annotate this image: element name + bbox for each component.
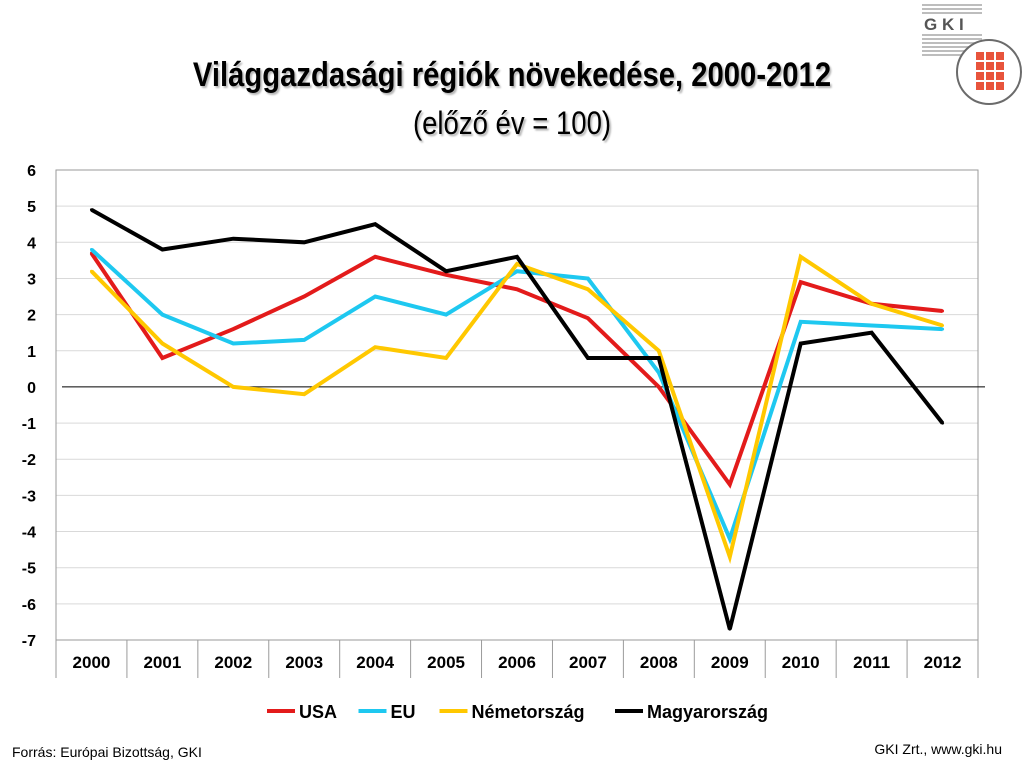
data-point [515, 269, 519, 273]
credit-note: GKI Zrt., www.gki.hu [874, 741, 1002, 757]
data-point [302, 240, 306, 244]
data-point [302, 392, 306, 396]
data-point [160, 313, 164, 317]
x-tick-label: 2011 [853, 653, 890, 672]
data-point [89, 208, 93, 212]
y-tick-label: -4 [22, 525, 36, 542]
data-point [586, 356, 590, 360]
data-point [941, 421, 945, 425]
x-tick-label: 2012 [924, 653, 962, 672]
data-point [444, 269, 448, 273]
data-point [373, 295, 377, 299]
data-point [160, 356, 164, 360]
data-point [373, 255, 377, 259]
data-point [444, 273, 448, 277]
y-tick-label: 3 [27, 271, 36, 288]
x-tick-label: 2001 [143, 653, 181, 672]
data-point [89, 248, 93, 252]
data-point [231, 237, 235, 241]
y-tick-label: 5 [27, 199, 36, 216]
x-tick-label: 2000 [73, 653, 111, 672]
data-point [302, 295, 306, 299]
data-point [657, 356, 661, 360]
data-point [941, 327, 945, 331]
y-tick-label: 0 [27, 380, 36, 397]
data-point [231, 327, 235, 331]
data-point [515, 287, 519, 291]
data-point [515, 262, 519, 266]
x-tick-label: 2004 [356, 653, 394, 672]
y-tick-label: 6 [27, 163, 36, 180]
data-point [870, 331, 874, 335]
data-point [586, 287, 590, 291]
y-tick-label: -6 [22, 597, 36, 614]
data-point [160, 248, 164, 252]
data-point [231, 342, 235, 346]
data-point [799, 320, 803, 324]
data-point [941, 309, 945, 313]
data-point [586, 316, 590, 320]
chart-title: Világgazdasági régiók növekedése, 2000-2… [192, 56, 832, 94]
source-note: Forrás: Európai Bizottság, GKI [12, 744, 202, 760]
data-point [799, 342, 803, 346]
data-point [89, 269, 93, 273]
data-point [728, 627, 732, 631]
data-point [586, 276, 590, 280]
data-point [799, 255, 803, 259]
x-tick-label: 2005 [427, 653, 465, 672]
y-tick-label: -3 [22, 488, 36, 505]
series-lines [89, 208, 945, 631]
data-point [444, 313, 448, 317]
y-tick-label: -1 [22, 416, 36, 433]
data-point [231, 385, 235, 389]
data-point [160, 342, 164, 346]
x-tick-label: 2008 [640, 653, 678, 672]
x-tick-label: 2009 [711, 653, 749, 672]
data-point [373, 222, 377, 226]
data-point [728, 537, 732, 541]
data-point [728, 483, 732, 487]
data-point [302, 338, 306, 342]
data-point [870, 302, 874, 306]
legend-label: EU [391, 702, 416, 722]
legend: USA EU Németország Magyarország [267, 702, 768, 722]
gki-logo: G K I [922, 4, 1022, 105]
y-tick-label: 4 [27, 235, 36, 252]
data-point [515, 255, 519, 259]
plot-area [55, 169, 979, 641]
legend-label: USA [299, 702, 337, 722]
data-point [941, 323, 945, 327]
x-tick-label: 2006 [498, 653, 536, 672]
y-tick-label: 1 [27, 344, 36, 361]
axes: 6 5 4 3 2 1 0 -1 -2 -3 -4 -5 -6 -7 2000 2001 2002 2003 200… [22, 163, 985, 678]
y-tick-label: -7 [22, 633, 36, 650]
x-tick-label: 2002 [214, 653, 252, 672]
y-tick-label: -2 [22, 452, 36, 469]
data-point [444, 356, 448, 360]
chart-subtitle: (előző év = 100) [412, 105, 612, 141]
y-tick-label: 2 [27, 308, 36, 325]
y-tick-label: -5 [22, 561, 36, 578]
logo-text: G K I [924, 15, 964, 34]
data-point [728, 555, 732, 559]
grid-lines [56, 169, 978, 641]
legend-label: Németország [472, 702, 585, 722]
data-point [657, 385, 661, 389]
x-tick-label: 2007 [569, 653, 607, 672]
data-point [373, 345, 377, 349]
data-point [799, 280, 803, 284]
series-line-2 [90, 253, 944, 564]
x-tick-label: 2003 [285, 653, 323, 672]
data-point [657, 349, 661, 353]
data-point [657, 370, 661, 374]
legend-label: Magyarország [647, 702, 768, 722]
data-point [870, 323, 874, 327]
x-tick-label: 2010 [782, 653, 820, 672]
